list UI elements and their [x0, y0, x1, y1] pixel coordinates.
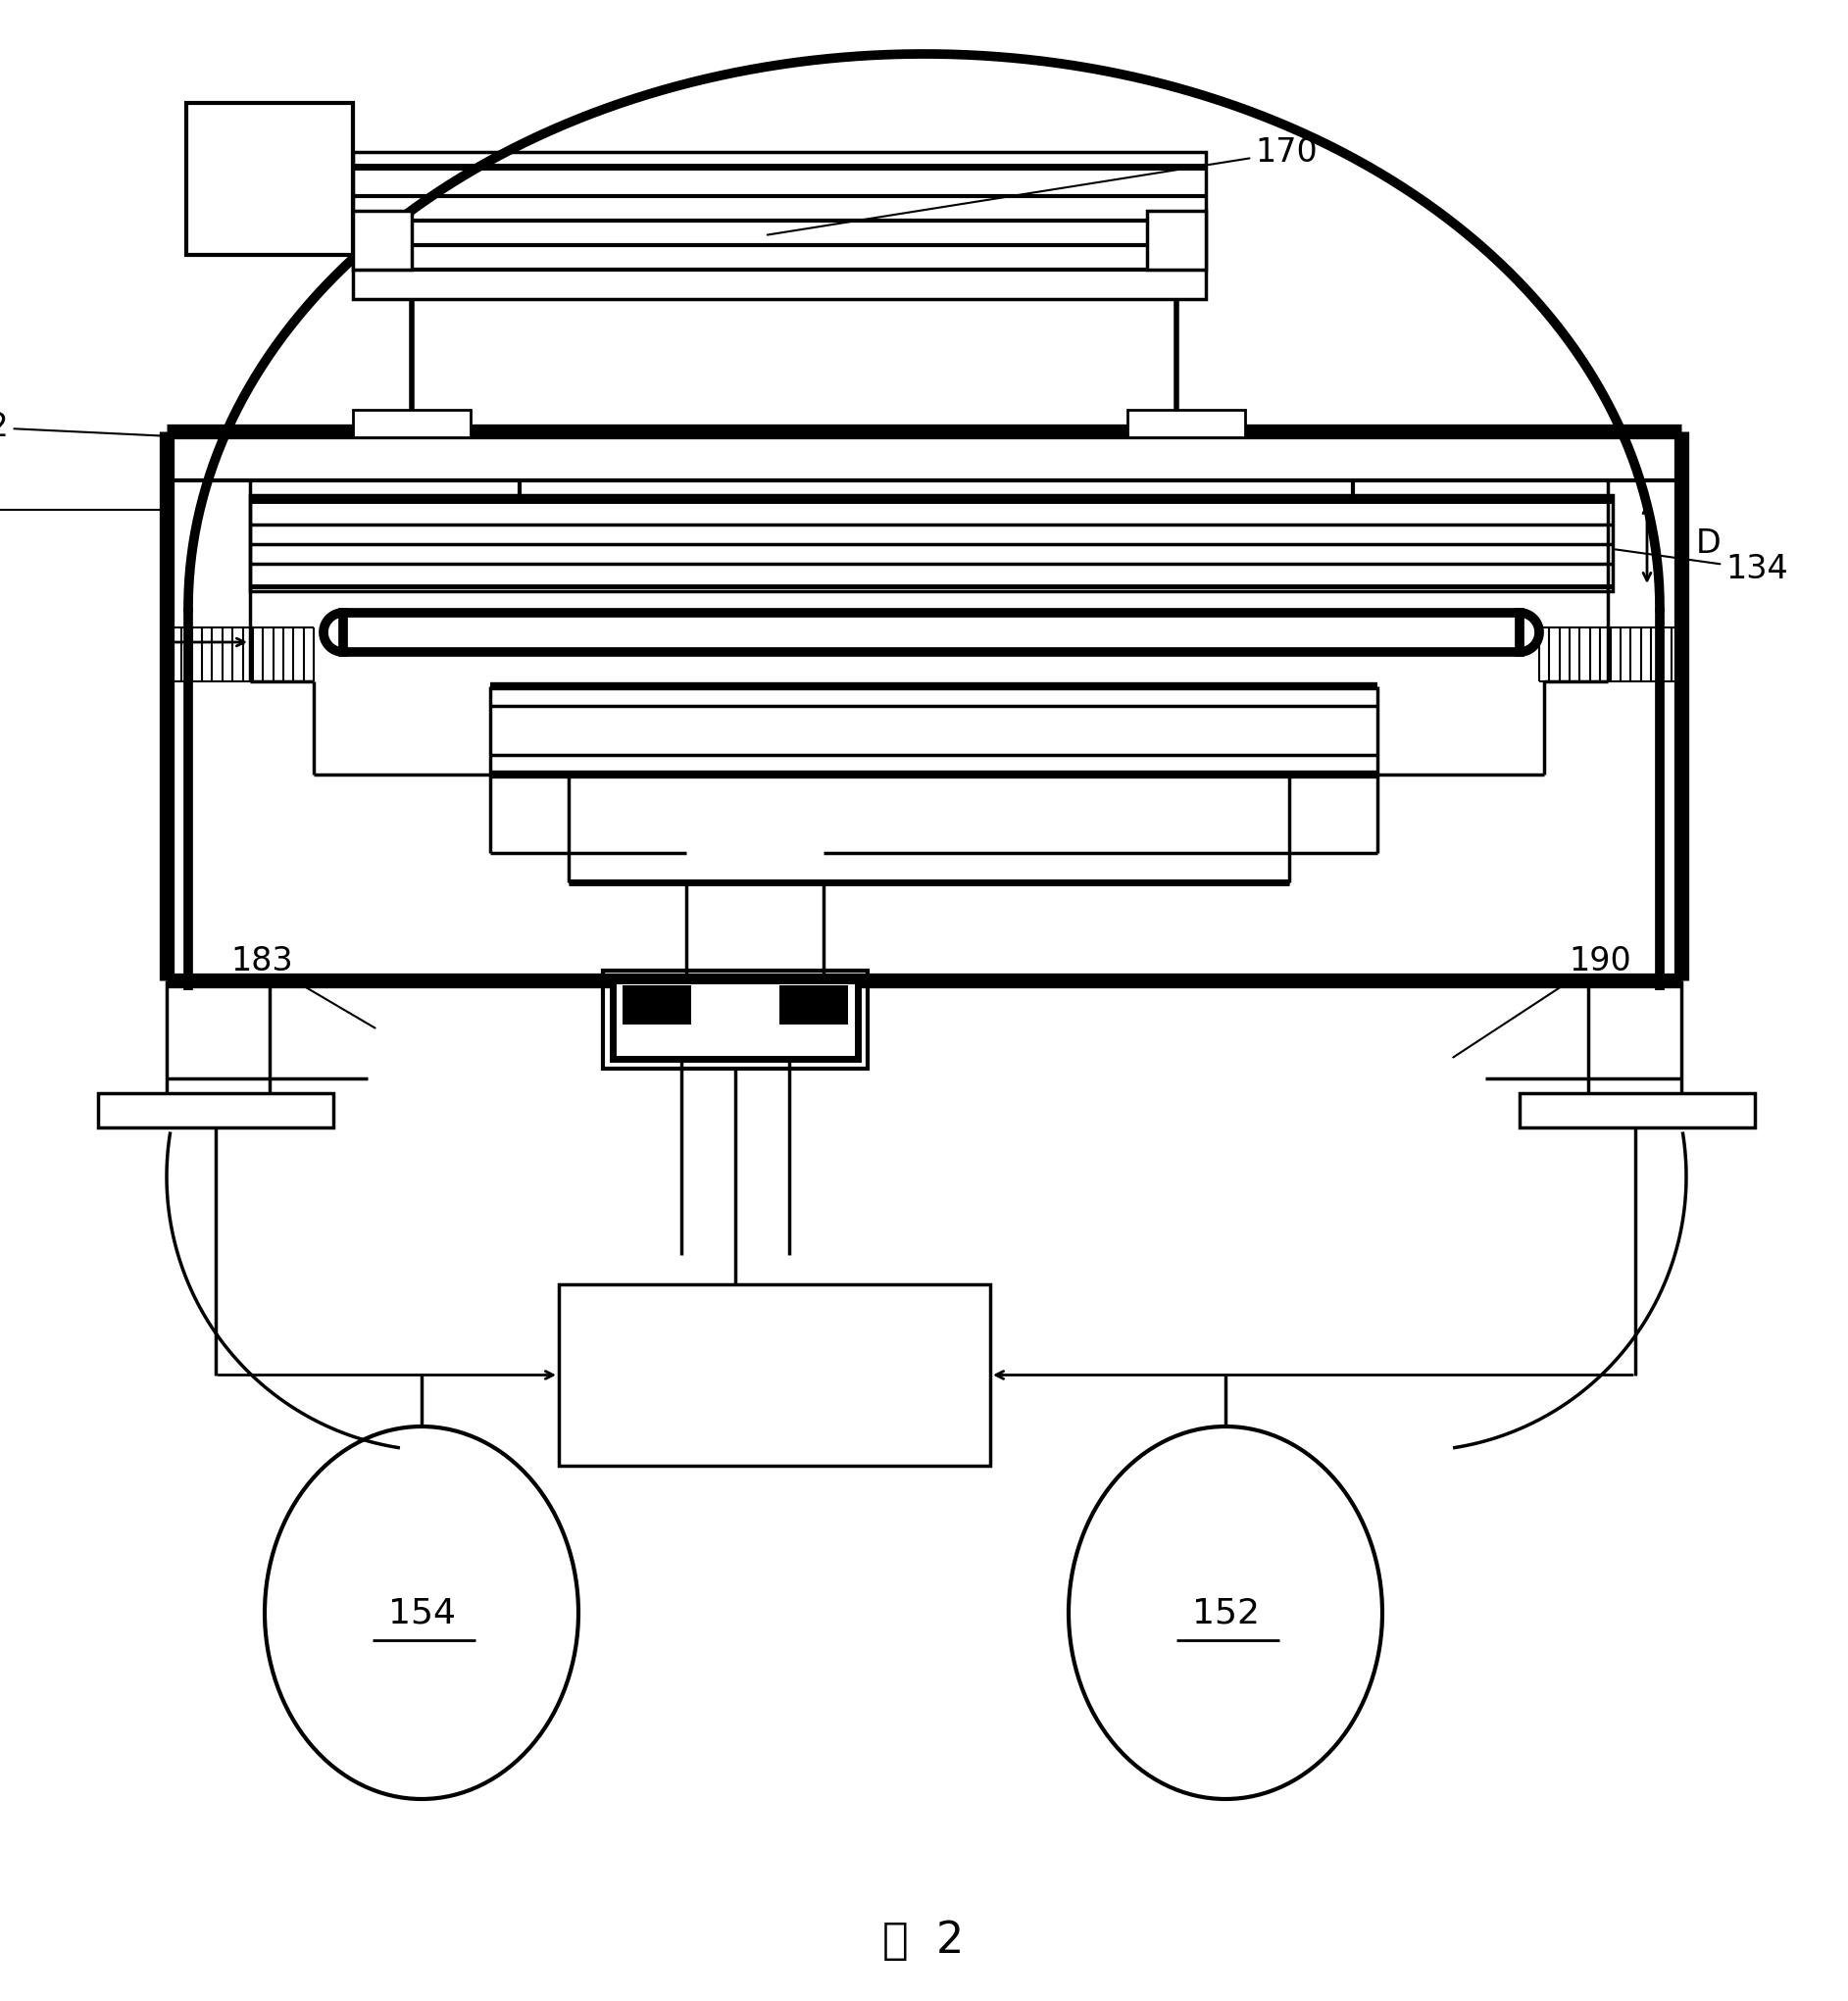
- FancyBboxPatch shape: [187, 102, 353, 254]
- Text: 152: 152: [1192, 1597, 1258, 1629]
- FancyBboxPatch shape: [353, 410, 471, 438]
- FancyBboxPatch shape: [98, 1093, 333, 1127]
- Text: 132: 132: [0, 410, 168, 442]
- FancyBboxPatch shape: [1148, 210, 1207, 270]
- Text: D: D: [1696, 526, 1720, 560]
- Text: 183: 183: [231, 944, 375, 1029]
- FancyBboxPatch shape: [353, 210, 412, 270]
- FancyBboxPatch shape: [1127, 410, 1246, 438]
- FancyBboxPatch shape: [1519, 1093, 1756, 1127]
- FancyBboxPatch shape: [614, 980, 857, 1059]
- Text: 图  2: 图 2: [883, 1921, 965, 1963]
- Text: 190: 190: [1453, 944, 1632, 1057]
- Text: 180: 180: [741, 1359, 808, 1391]
- FancyBboxPatch shape: [344, 612, 1519, 652]
- Text: 170: 170: [767, 136, 1318, 234]
- FancyBboxPatch shape: [558, 1285, 991, 1465]
- FancyBboxPatch shape: [780, 984, 848, 1025]
- Text: 154: 154: [388, 1597, 455, 1629]
- Text: 134: 134: [1615, 550, 1789, 586]
- FancyBboxPatch shape: [623, 984, 691, 1025]
